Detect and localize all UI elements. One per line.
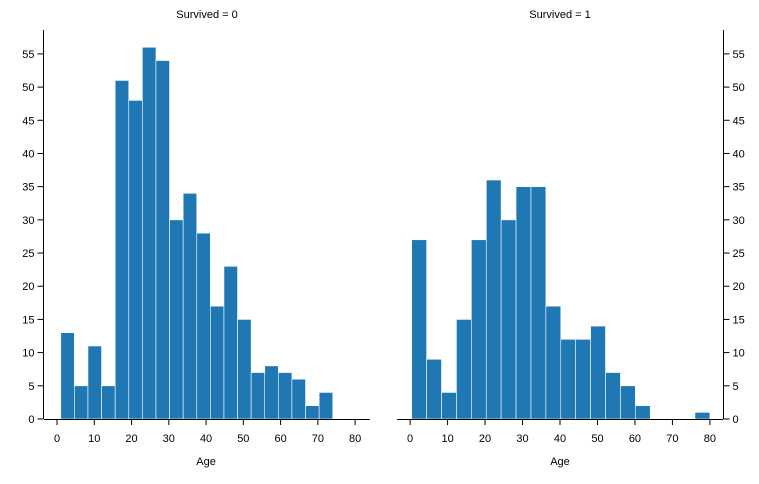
x-tick-label: 80 (349, 433, 361, 445)
y-tick-label: 30 (22, 215, 34, 227)
y-tick-label: 15 (22, 314, 34, 326)
bar (87, 345, 102, 420)
bar (169, 219, 184, 420)
y-tick-label: 25 (22, 248, 34, 260)
y-tick-label: 55 (733, 49, 745, 61)
y-tick-label: 35 (22, 182, 34, 194)
x-tick-label: 10 (88, 433, 100, 445)
bar (545, 305, 562, 420)
x-tick-label: 50 (591, 433, 603, 445)
bar (155, 60, 170, 420)
bar (694, 412, 711, 420)
x-tick-label: 10 (441, 433, 453, 445)
y-tick-label: 45 (22, 115, 34, 127)
bar (114, 80, 130, 420)
bar (500, 219, 517, 420)
y-tick-label: 50 (733, 82, 745, 94)
bar (142, 46, 157, 420)
bar (635, 405, 651, 420)
x-tick-label: 40 (200, 433, 212, 445)
bar (250, 372, 266, 420)
x-tick-label: 60 (629, 433, 641, 445)
bar (590, 325, 606, 420)
bar (264, 365, 279, 420)
y-tick-label: 40 (22, 148, 34, 160)
x-tick-label: 0 (54, 433, 60, 445)
x-tick-label: 60 (274, 433, 286, 445)
x-tick-label: 50 (237, 433, 249, 445)
bar (456, 319, 472, 420)
bar (530, 186, 547, 420)
y-tick-label: 55 (22, 49, 34, 61)
x-tick-label: 20 (125, 433, 137, 445)
y-tick-label: 5 (733, 381, 739, 393)
bar (196, 232, 211, 420)
y-tick-label: 15 (733, 314, 745, 326)
x-tick-label: 70 (312, 433, 324, 445)
bar (515, 186, 532, 420)
bar (128, 100, 143, 420)
bar (485, 179, 502, 420)
y-tick-label: 20 (22, 281, 34, 293)
bar (575, 339, 591, 420)
bar (426, 358, 442, 420)
panel-title: Survived = 1 (529, 9, 590, 21)
x-tick-label: 30 (516, 433, 528, 445)
y-tick-label: 50 (22, 82, 34, 94)
bar (182, 193, 198, 420)
x-tick-label: 0 (407, 433, 413, 445)
bar (305, 405, 320, 420)
y-tick-label: 25 (733, 248, 745, 260)
y-tick-label: 10 (22, 348, 34, 360)
bar (278, 372, 293, 420)
y-tick-label: 20 (733, 281, 745, 293)
bar (560, 339, 577, 420)
x-tick-label: 70 (666, 433, 678, 445)
bar (318, 392, 334, 420)
y-tick-label: 30 (733, 215, 745, 227)
bar (210, 305, 225, 420)
y-tick-label: 45 (733, 115, 745, 127)
bar (101, 385, 116, 420)
bar (411, 239, 427, 420)
y-tick-label: 10 (733, 348, 745, 360)
y-tick-label: 0 (733, 414, 739, 426)
y-tick-label: 5 (28, 381, 34, 393)
bar (605, 372, 621, 420)
bar (74, 385, 89, 420)
panel-title: Survived = 0 (176, 9, 237, 21)
x-tick-label: 20 (479, 433, 491, 445)
bar (291, 378, 306, 420)
bar (471, 239, 487, 420)
x-tick-label: 40 (554, 433, 566, 445)
bar (237, 319, 252, 420)
y-tick-label: 40 (733, 148, 745, 160)
bar (60, 332, 75, 420)
bar (620, 385, 636, 420)
x-axis-label: Age (196, 456, 216, 468)
x-axis-label: Age (550, 456, 570, 468)
x-tick-label: 80 (704, 433, 716, 445)
bar (223, 266, 238, 420)
y-tick-label: 0 (28, 414, 34, 426)
bar (441, 392, 457, 420)
x-tick-label: 30 (163, 433, 175, 445)
y-tick-label: 35 (733, 182, 745, 194)
